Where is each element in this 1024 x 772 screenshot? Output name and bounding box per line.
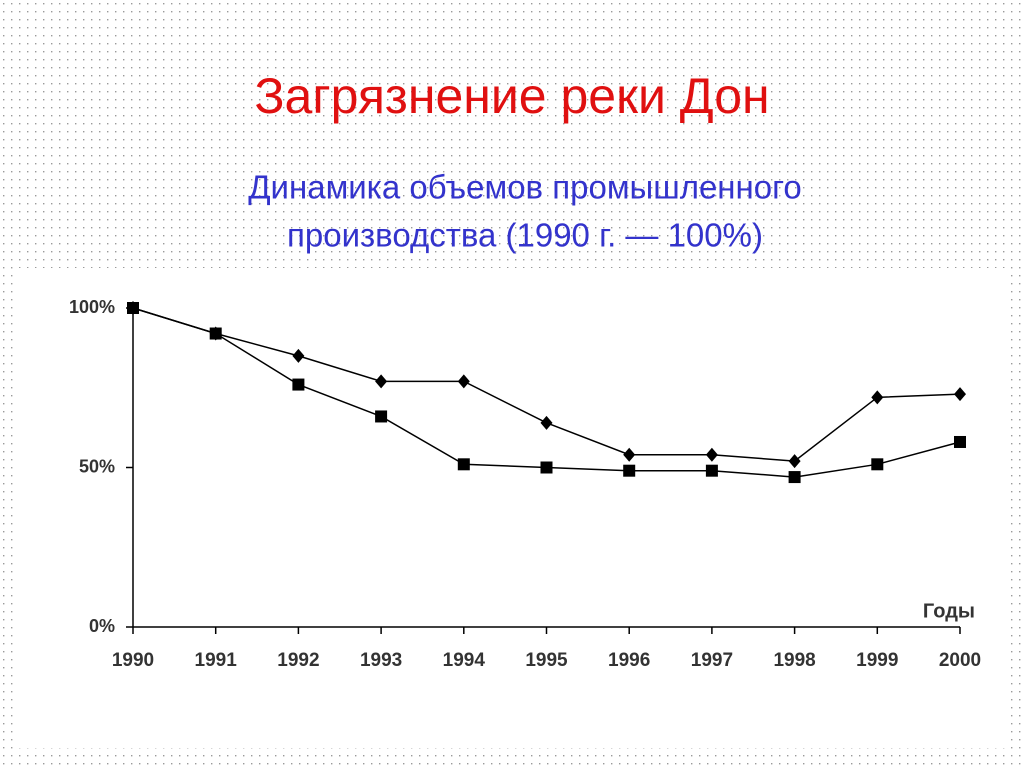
x-tick-label: 1992 xyxy=(277,650,319,671)
y-tick-label: 100% xyxy=(69,297,115,317)
point xyxy=(375,374,388,389)
point xyxy=(705,447,718,462)
point xyxy=(540,415,553,430)
x-tick-label: 1998 xyxy=(773,650,815,671)
subtitle: производства (1990 г. — 100%) xyxy=(287,217,763,254)
point xyxy=(457,458,470,471)
x-tick-label: 1999 xyxy=(856,650,898,671)
point xyxy=(871,458,884,471)
point xyxy=(954,387,966,402)
x-tick-label: 1997 xyxy=(691,650,733,671)
point xyxy=(788,454,801,469)
point xyxy=(623,447,636,462)
point xyxy=(623,464,636,477)
x-tick-label: 1996 xyxy=(608,650,650,671)
x-tick-label: 1995 xyxy=(525,650,568,671)
point xyxy=(292,378,305,391)
point xyxy=(954,435,966,448)
x-tick-label: 1990 xyxy=(112,650,154,671)
point xyxy=(788,471,801,484)
point xyxy=(705,464,718,477)
subtitle: Динамика объемов промышленного xyxy=(248,169,802,206)
y-tick-label: 0% xyxy=(89,616,115,636)
x-tick-label: 1993 xyxy=(360,650,402,671)
y-tick-label: 50% xyxy=(79,456,115,476)
x-tick-label: 2000 xyxy=(939,650,981,671)
x-tick-label: 1994 xyxy=(443,650,486,671)
point xyxy=(457,374,470,389)
point xyxy=(209,327,222,340)
point xyxy=(292,348,305,363)
point xyxy=(375,410,388,423)
point xyxy=(127,302,139,314)
chart-area xyxy=(18,268,1008,748)
x-tick-label: 1991 xyxy=(195,650,238,671)
chart-title: Загрязнение реки Дон xyxy=(254,68,769,124)
x-axis-label: Годы xyxy=(923,600,975,622)
point xyxy=(871,390,884,405)
point xyxy=(540,461,553,474)
